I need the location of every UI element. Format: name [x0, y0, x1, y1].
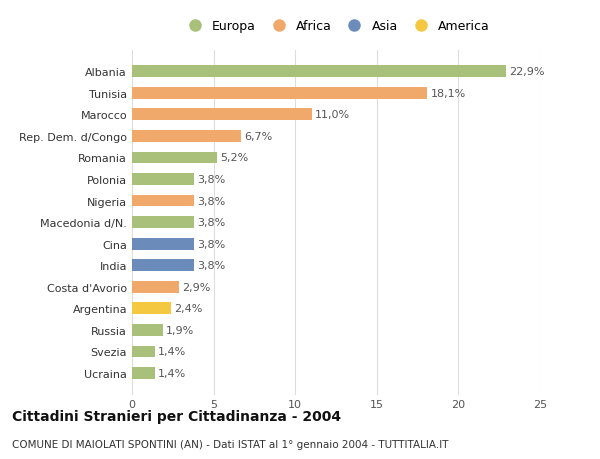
Text: 22,9%: 22,9%: [509, 67, 544, 77]
Bar: [132, 217, 194, 229]
Text: 1,9%: 1,9%: [166, 325, 194, 335]
Bar: [132, 324, 163, 336]
Text: 3,8%: 3,8%: [197, 174, 226, 185]
Bar: [132, 260, 194, 272]
Text: Cittadini Stranieri per Cittadinanza - 2004: Cittadini Stranieri per Cittadinanza - 2…: [12, 409, 341, 423]
Text: 11,0%: 11,0%: [315, 110, 350, 120]
Legend: Europa, Africa, Asia, America: Europa, Africa, Asia, America: [177, 16, 495, 39]
Text: 2,9%: 2,9%: [182, 282, 211, 292]
Bar: [132, 109, 311, 121]
Text: 5,2%: 5,2%: [220, 153, 248, 163]
Bar: [132, 346, 155, 358]
Text: 3,8%: 3,8%: [197, 261, 226, 271]
Text: 3,8%: 3,8%: [197, 239, 226, 249]
Text: 6,7%: 6,7%: [245, 132, 273, 141]
Bar: [132, 281, 179, 293]
Bar: [132, 88, 427, 100]
Text: 1,4%: 1,4%: [158, 368, 187, 378]
Text: 3,8%: 3,8%: [197, 218, 226, 228]
Bar: [132, 367, 155, 379]
Bar: [132, 152, 217, 164]
Bar: [132, 195, 194, 207]
Bar: [132, 131, 241, 142]
Text: 1,4%: 1,4%: [158, 347, 187, 357]
Text: 3,8%: 3,8%: [197, 196, 226, 206]
Text: 18,1%: 18,1%: [431, 89, 466, 99]
Bar: [132, 174, 194, 185]
Bar: [132, 238, 194, 250]
Text: 2,4%: 2,4%: [175, 304, 203, 313]
Bar: [132, 66, 506, 78]
Text: COMUNE DI MAIOLATI SPONTINI (AN) - Dati ISTAT al 1° gennaio 2004 - TUTTITALIA.IT: COMUNE DI MAIOLATI SPONTINI (AN) - Dati …: [12, 440, 449, 449]
Bar: [132, 303, 171, 314]
